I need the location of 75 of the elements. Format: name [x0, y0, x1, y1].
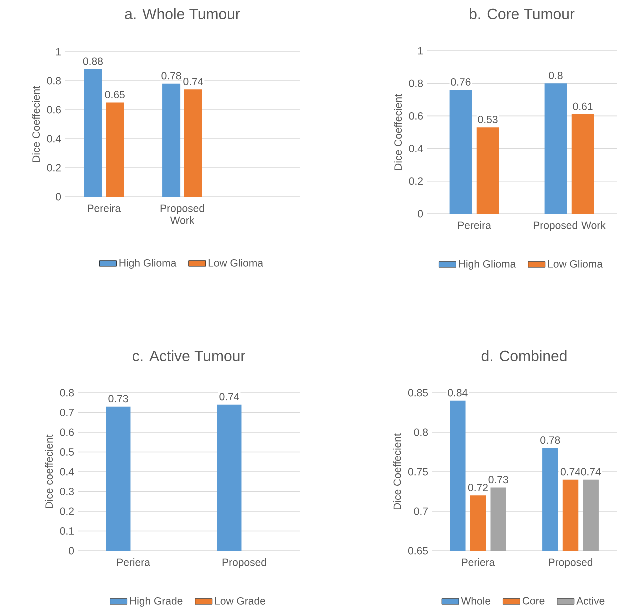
y-tick-label: 0.2	[60, 508, 74, 516]
y-tick-label: 0.6	[60, 428, 74, 436]
bar	[84, 69, 102, 197]
chart-title: b. Core Tumour	[470, 8, 575, 20]
data-label: 0.53	[478, 116, 498, 124]
data-label: 0.72	[468, 484, 488, 492]
y-tick-label: 0.65	[408, 547, 428, 555]
y-tick-label: 0.4	[409, 145, 424, 153]
y-tick-label: 0	[69, 547, 74, 555]
y-tick-label: 0.6	[409, 112, 424, 120]
x-tick-label: Proposed Work	[160, 204, 204, 224]
chart-title: d. Combined	[482, 350, 567, 362]
bar	[572, 114, 594, 214]
y-tick-label: 0.75	[408, 468, 428, 476]
legend-label: High Glioma	[120, 259, 177, 269]
legend-label: Low Grade	[215, 597, 266, 605]
data-label: 0.74	[184, 78, 204, 86]
chart-title: a. Whole Tumour	[125, 8, 240, 20]
legend-label: Active	[576, 597, 605, 605]
data-label: 0.78	[540, 436, 560, 444]
y-tick-label: 0.85	[408, 389, 428, 397]
legend-label: Core	[522, 597, 545, 605]
data-label: 0.88	[83, 58, 103, 66]
data-label: 0.74	[560, 468, 581, 476]
data-label: 0.73	[108, 395, 128, 403]
y-tick-label: 0.2	[409, 178, 423, 186]
bar	[184, 90, 202, 197]
y-axis-title: Dice Coeffecient	[394, 434, 402, 510]
legend-label: High Grade	[130, 597, 183, 607]
y-tick-label: 1	[418, 47, 423, 55]
y-axis-title: Dice Coeffecient	[394, 94, 402, 170]
x-tick-label: Periera	[117, 558, 150, 566]
bar	[450, 90, 472, 214]
y-tick-label: 0.7	[60, 409, 74, 416]
y-tick-label: 0.8	[47, 77, 62, 85]
data-label: 0.76	[451, 78, 471, 86]
y-tick-label: 1	[56, 48, 61, 56]
x-tick-label: Periera	[462, 558, 496, 566]
x-tick-label: Pereira	[458, 222, 492, 230]
y-tick-label: 0	[56, 193, 62, 201]
y-tick-label: 0.8	[414, 428, 428, 436]
data-label: 0.74	[581, 468, 602, 476]
legend-label: Whole	[461, 597, 491, 605]
data-label: 0.73	[488, 476, 508, 484]
legend-label: Low Glioma	[208, 259, 264, 267]
legend-label: High Glioma	[459, 260, 516, 270]
y-tick-label: 0	[418, 210, 424, 218]
data-label: 0.84	[448, 389, 468, 397]
data-label: 0.61	[573, 102, 593, 110]
data-label: 0.65	[105, 91, 125, 99]
y-tick-label: 0.2	[47, 164, 61, 172]
y-tick-label: 0.6	[47, 106, 62, 114]
bar	[106, 102, 124, 197]
data-label: 0.78	[162, 72, 182, 80]
y-axis-title: Dice Coeffecient	[32, 86, 40, 162]
y-tick-label: 0.5	[60, 448, 74, 456]
x-tick-label: Proposed Work	[534, 222, 606, 232]
y-axis-title: Dice coeffecient	[45, 434, 54, 508]
y-tick-label: 0.3	[60, 488, 74, 496]
y-tick-label: 0.8	[409, 80, 424, 88]
legend-label: Low Glioma	[548, 260, 603, 268]
x-tick-label: Pereira	[88, 204, 122, 212]
y-tick-label: 0.1	[60, 528, 74, 535]
y-tick-label: 0.4	[60, 468, 74, 476]
data-label: 0.74	[220, 393, 240, 401]
data-label: 0.8	[549, 72, 563, 80]
y-tick-label: 0.7	[414, 508, 428, 516]
bar	[476, 128, 500, 214]
x-tick-label: Proposed	[222, 558, 266, 568]
y-tick-label: 0.8	[60, 389, 74, 397]
bar	[162, 84, 181, 197]
chart-title: c. Active Tumour	[132, 350, 246, 362]
bar	[544, 84, 568, 214]
x-tick-label: Proposed	[549, 558, 593, 568]
y-tick-label: 0.4	[47, 135, 62, 143]
